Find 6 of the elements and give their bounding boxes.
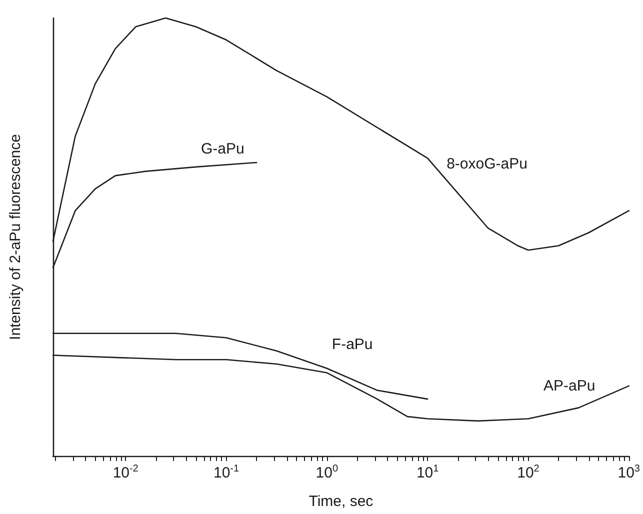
y-axis-title: Intensity of 2-aPu fluorescence xyxy=(7,134,24,340)
series-label: G-aPu xyxy=(200,140,244,158)
x-axis-title: Time, sec xyxy=(308,493,374,510)
series-label: AP-aPu xyxy=(544,377,596,394)
series-label: F-aPu xyxy=(332,336,373,353)
series-label: 8-oxoG-aPu xyxy=(446,156,528,173)
